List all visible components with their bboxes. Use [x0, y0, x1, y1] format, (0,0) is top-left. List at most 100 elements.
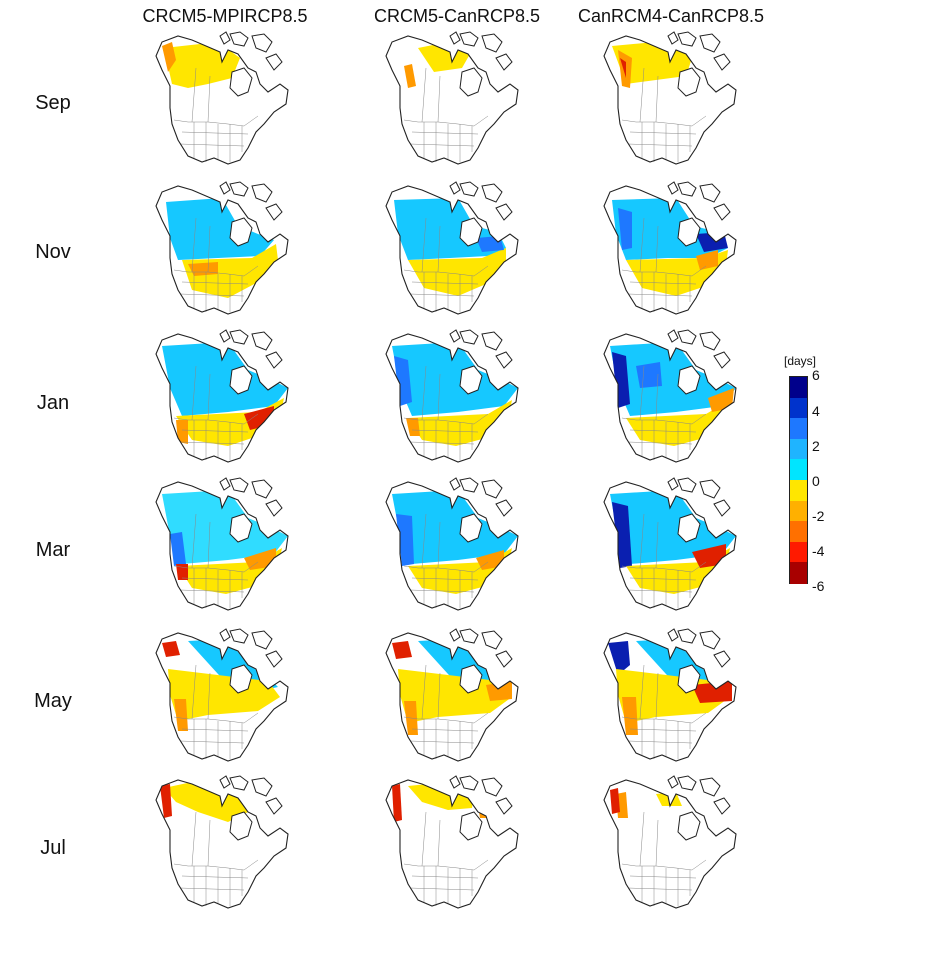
anomaly-shading: [162, 639, 280, 731]
state-border: [181, 577, 249, 581]
anomaly-region: [618, 208, 632, 250]
state-border: [421, 217, 427, 273]
map-panel-may-3: [596, 625, 744, 765]
arctic-island: [495, 650, 513, 668]
arctic-island: [677, 628, 697, 644]
land-mass: [386, 36, 518, 164]
hudson-bay: [459, 67, 483, 97]
anomaly-shading: [394, 198, 506, 296]
arctic-island: [265, 499, 283, 517]
map-panel-mar-3: [596, 474, 744, 614]
colorbar-segment: [790, 480, 807, 502]
colorbar-segment: [790, 397, 807, 419]
anomaly-region: [608, 641, 630, 675]
state-border: [409, 441, 475, 445]
map-panel-jul-2: [378, 772, 526, 912]
column-title-1: CRCM5-MPIRCP8.5: [142, 6, 308, 26]
anomaly-region: [636, 362, 662, 388]
state-border: [437, 819, 441, 867]
anomaly-region: [622, 697, 638, 735]
anomaly-region: [394, 198, 506, 260]
state-border: [655, 521, 659, 569]
arctic-island: [699, 630, 721, 650]
arctic-island: [459, 628, 479, 644]
state-border: [181, 131, 249, 135]
colorbar-segment: [790, 562, 807, 584]
colorbar-segment: [790, 500, 807, 522]
state-border: [621, 115, 707, 127]
state-border: [207, 521, 211, 569]
state-border: [655, 672, 659, 720]
state-border: [179, 887, 245, 891]
arctic-island: [481, 777, 503, 797]
state-border: [191, 217, 197, 273]
north-america-map: [155, 628, 289, 762]
state-border: [621, 712, 707, 724]
arctic-island: [459, 477, 479, 493]
coastline: [155, 185, 289, 315]
arctic-island: [219, 775, 231, 789]
state-border: [191, 811, 197, 867]
state-border: [181, 728, 249, 732]
anomaly-region: [418, 639, 508, 691]
state-border: [403, 859, 489, 871]
arctic-island: [265, 650, 283, 668]
state-border: [421, 365, 427, 421]
row-label-jan: Jan: [36, 392, 70, 414]
map-panel-jul-3: [596, 772, 744, 912]
arctic-island: [713, 203, 731, 221]
state-border: [207, 373, 211, 421]
anomaly-region: [404, 64, 416, 88]
state-border: [191, 365, 197, 421]
arctic-island: [699, 183, 721, 203]
arctic-island: [449, 775, 461, 789]
colorbar-tick-neg2: -2: [812, 508, 825, 524]
state-border: [629, 875, 697, 879]
arctic-island: [495, 797, 513, 815]
hudson-bay: [677, 217, 701, 247]
map-panel-nov-2: [378, 178, 526, 318]
state-border: [409, 589, 475, 593]
arctic-island: [677, 181, 697, 197]
state-border: [411, 577, 479, 581]
north-america-map: [385, 181, 519, 315]
state-border: [411, 131, 479, 135]
coastline: [155, 632, 289, 762]
state-border: [207, 672, 211, 720]
state-border: [629, 429, 697, 433]
arctic-island: [667, 775, 679, 789]
colorbar-segment: [790, 418, 807, 440]
map-panel-jan-3: [596, 326, 744, 466]
arctic-island: [251, 630, 273, 650]
state-border: [639, 811, 645, 867]
row-label-mar: Mar: [35, 539, 71, 561]
north-america-map: [155, 31, 289, 165]
colorbar-segment: [790, 521, 807, 543]
hudson-bay: [677, 365, 701, 395]
anomaly-region: [160, 784, 172, 818]
colorbar-segment: [790, 438, 807, 460]
arctic-island: [229, 775, 249, 791]
hudson-bay: [459, 365, 483, 395]
state-border: [621, 413, 707, 425]
state-border: [621, 859, 707, 871]
hudson-bay: [459, 513, 483, 543]
arctic-island: [699, 479, 721, 499]
arctic-island: [449, 628, 461, 642]
hudson-bay: [677, 513, 701, 543]
anomaly-region: [408, 248, 506, 296]
map-panel-nov-3: [596, 178, 744, 318]
north-america-map: [155, 329, 289, 463]
hudson-bay: [229, 811, 253, 841]
state-border: [207, 225, 211, 273]
north-america-map: [385, 775, 519, 909]
arctic-island: [265, 203, 283, 221]
state-border: [421, 67, 427, 123]
arctic-island: [449, 329, 461, 343]
anomaly-region: [692, 544, 726, 568]
arctic-island: [459, 31, 479, 47]
anomaly-region: [170, 532, 186, 566]
hudson-bay: [677, 811, 701, 841]
anomaly-region: [610, 788, 620, 814]
arctic-island: [677, 329, 697, 345]
